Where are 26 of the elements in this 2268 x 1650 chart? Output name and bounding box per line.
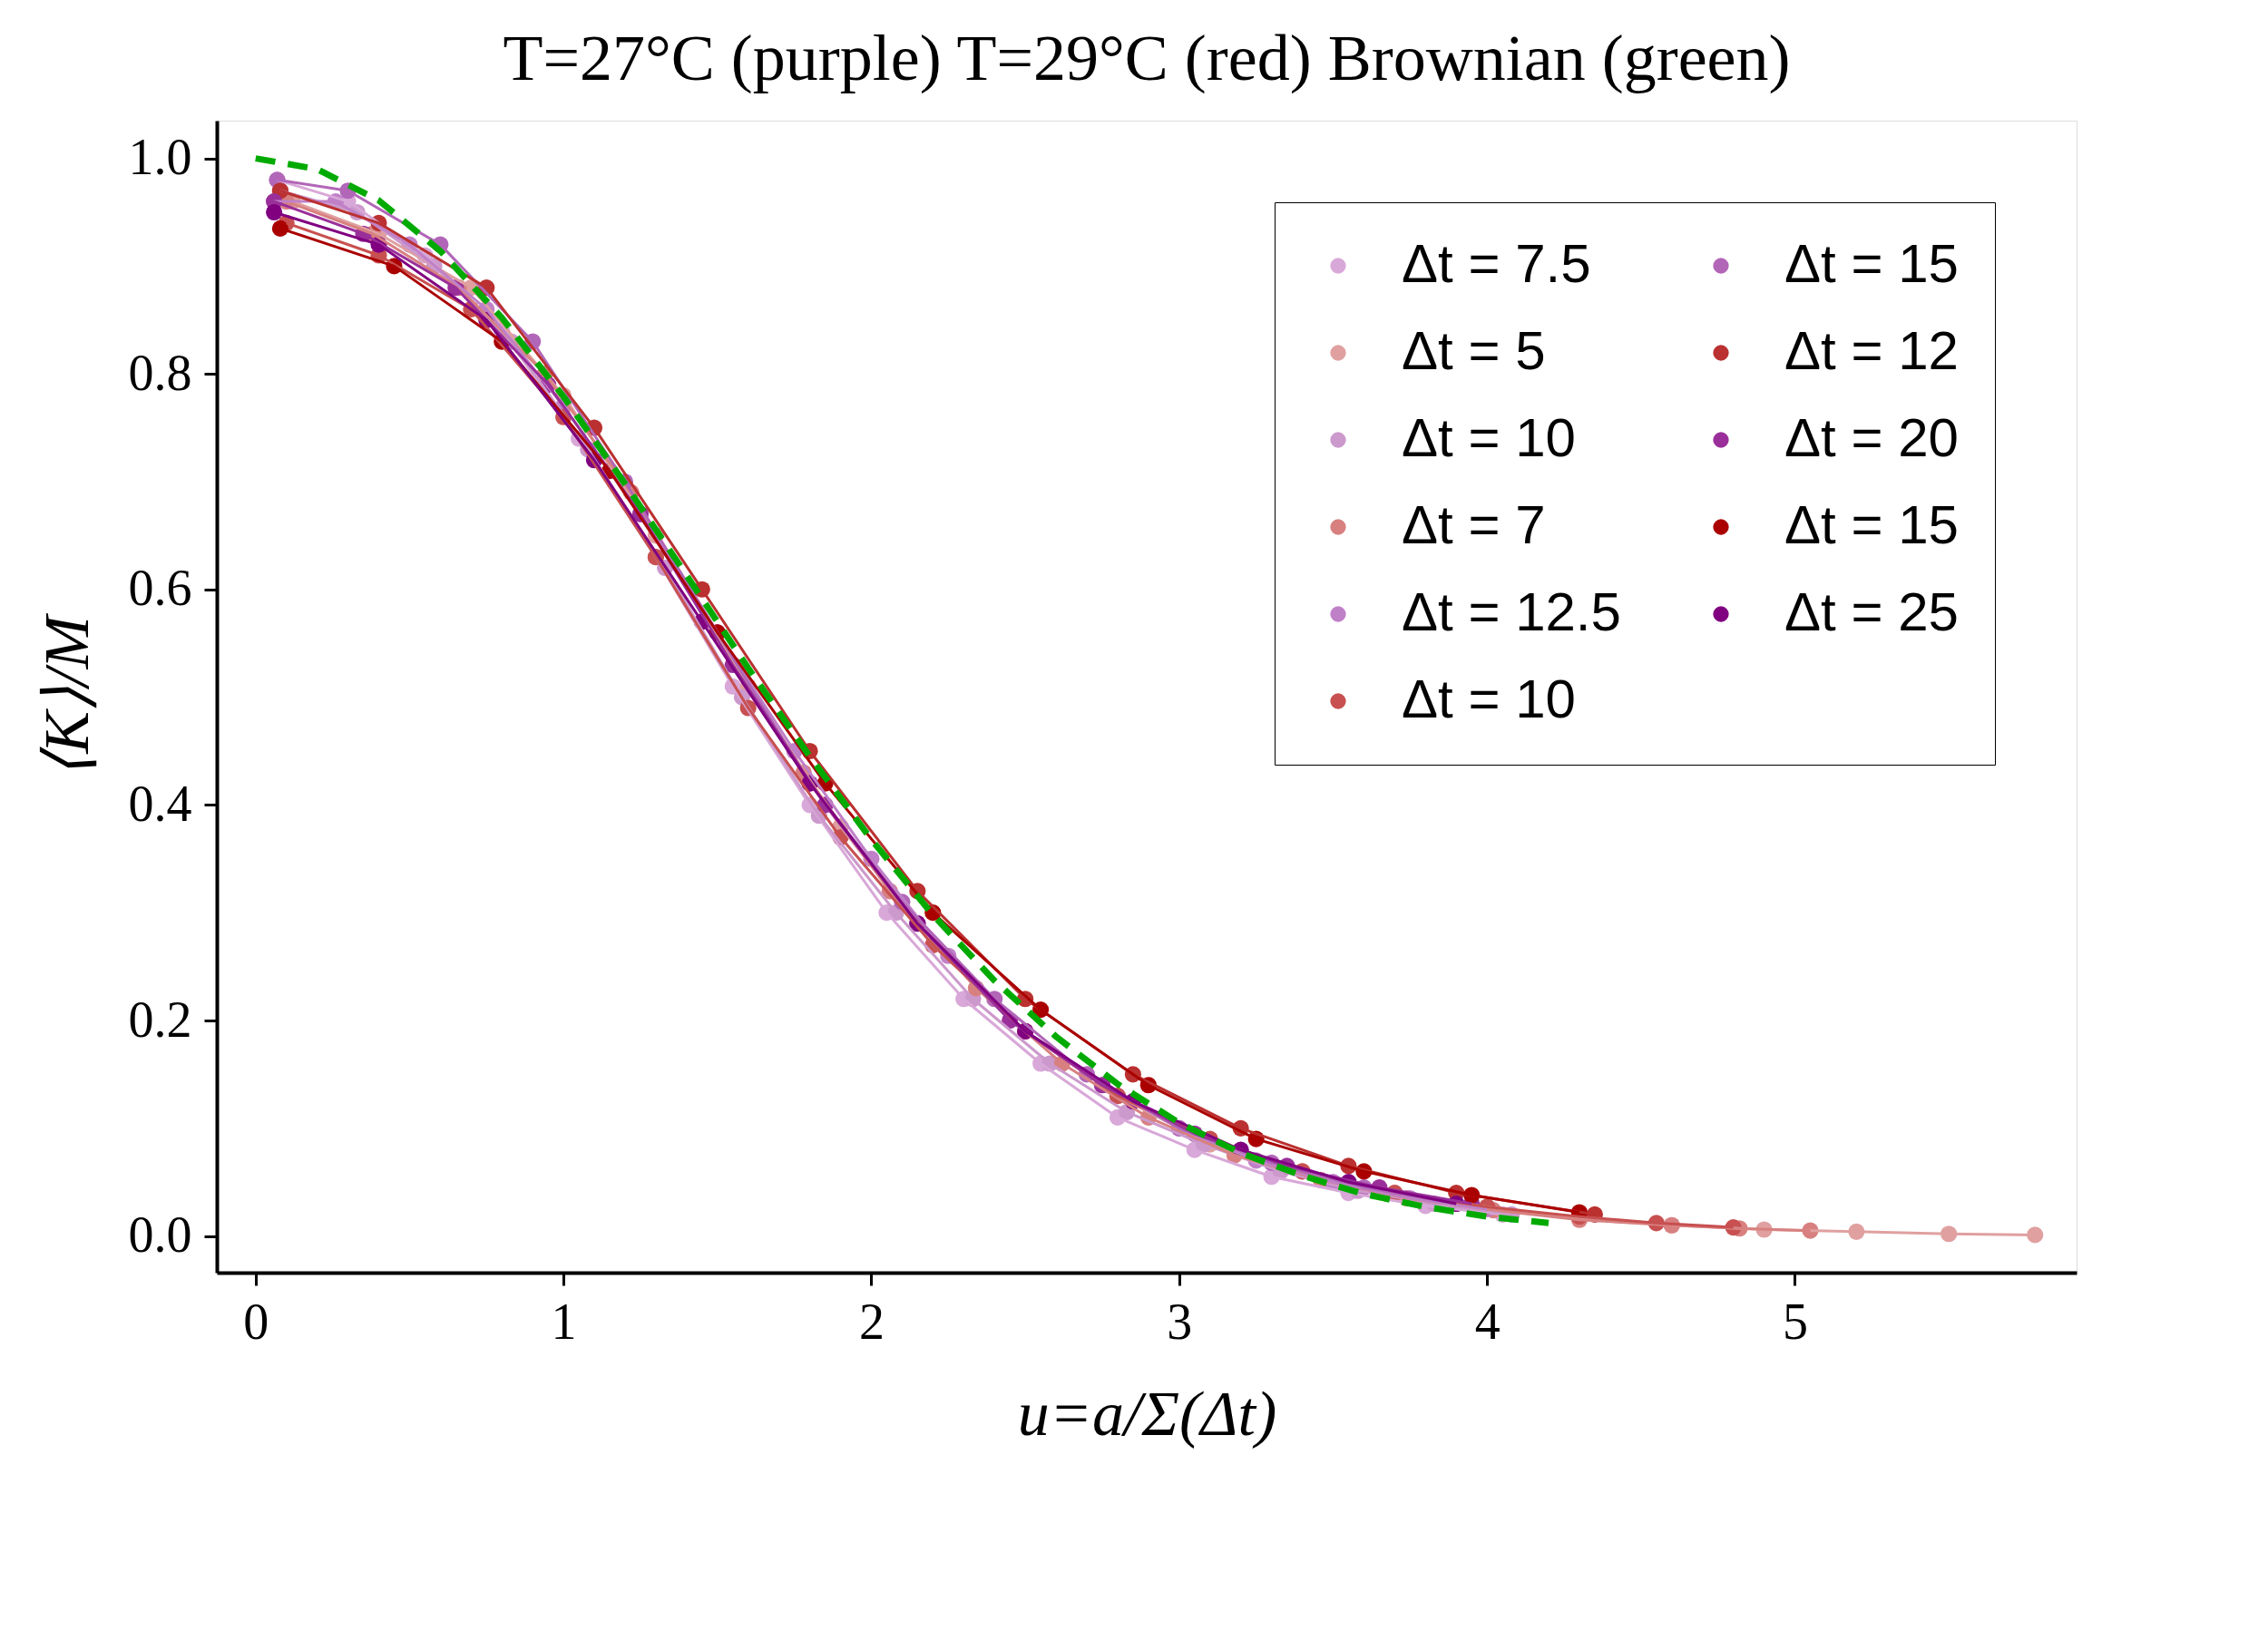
x-axis-title: u=a/Σ(Δt)	[1017, 1378, 1277, 1449]
legend-label: Δt = 7.5	[1402, 233, 1591, 294]
legend-label: Δt = 7	[1402, 494, 1546, 555]
legend-label: Δt = 12.5	[1402, 581, 1621, 642]
x-tick-label: 0	[243, 1293, 269, 1350]
x-tick-label: 3	[1167, 1293, 1193, 1350]
x-tick-label: 5	[1783, 1293, 1808, 1350]
x-tick-label: 4	[1474, 1293, 1501, 1350]
y-tick-label: 1.0	[128, 129, 192, 186]
legend-label: Δt = 20	[1784, 407, 1959, 468]
chart-title: T=27°C (purple) T=29°C (red) Brownian (green)	[503, 22, 1791, 94]
legend-label: Δt = 5	[1402, 320, 1546, 381]
y-tick-label: 0.6	[128, 560, 192, 617]
y-tick-label: 0.0	[128, 1206, 192, 1264]
legend-label: Δt = 10	[1402, 669, 1576, 729]
y-tick-label: 0.8	[128, 344, 192, 401]
y-tick-label: 0.4	[128, 775, 192, 832]
x-tick-label: 1	[551, 1293, 577, 1350]
legend-label: Δt = 10	[1402, 407, 1576, 468]
legend-label: Δt = 15	[1784, 233, 1959, 294]
legend-label: Δt = 15	[1784, 494, 1959, 555]
legend-label: Δt = 12	[1784, 320, 1959, 381]
y-axis-title: ⟨K⟩/M	[31, 612, 102, 778]
y-tick-label: 0.2	[128, 991, 192, 1048]
x-tick-label: 2	[858, 1293, 885, 1350]
legend-label: Δt = 25	[1784, 581, 1959, 642]
